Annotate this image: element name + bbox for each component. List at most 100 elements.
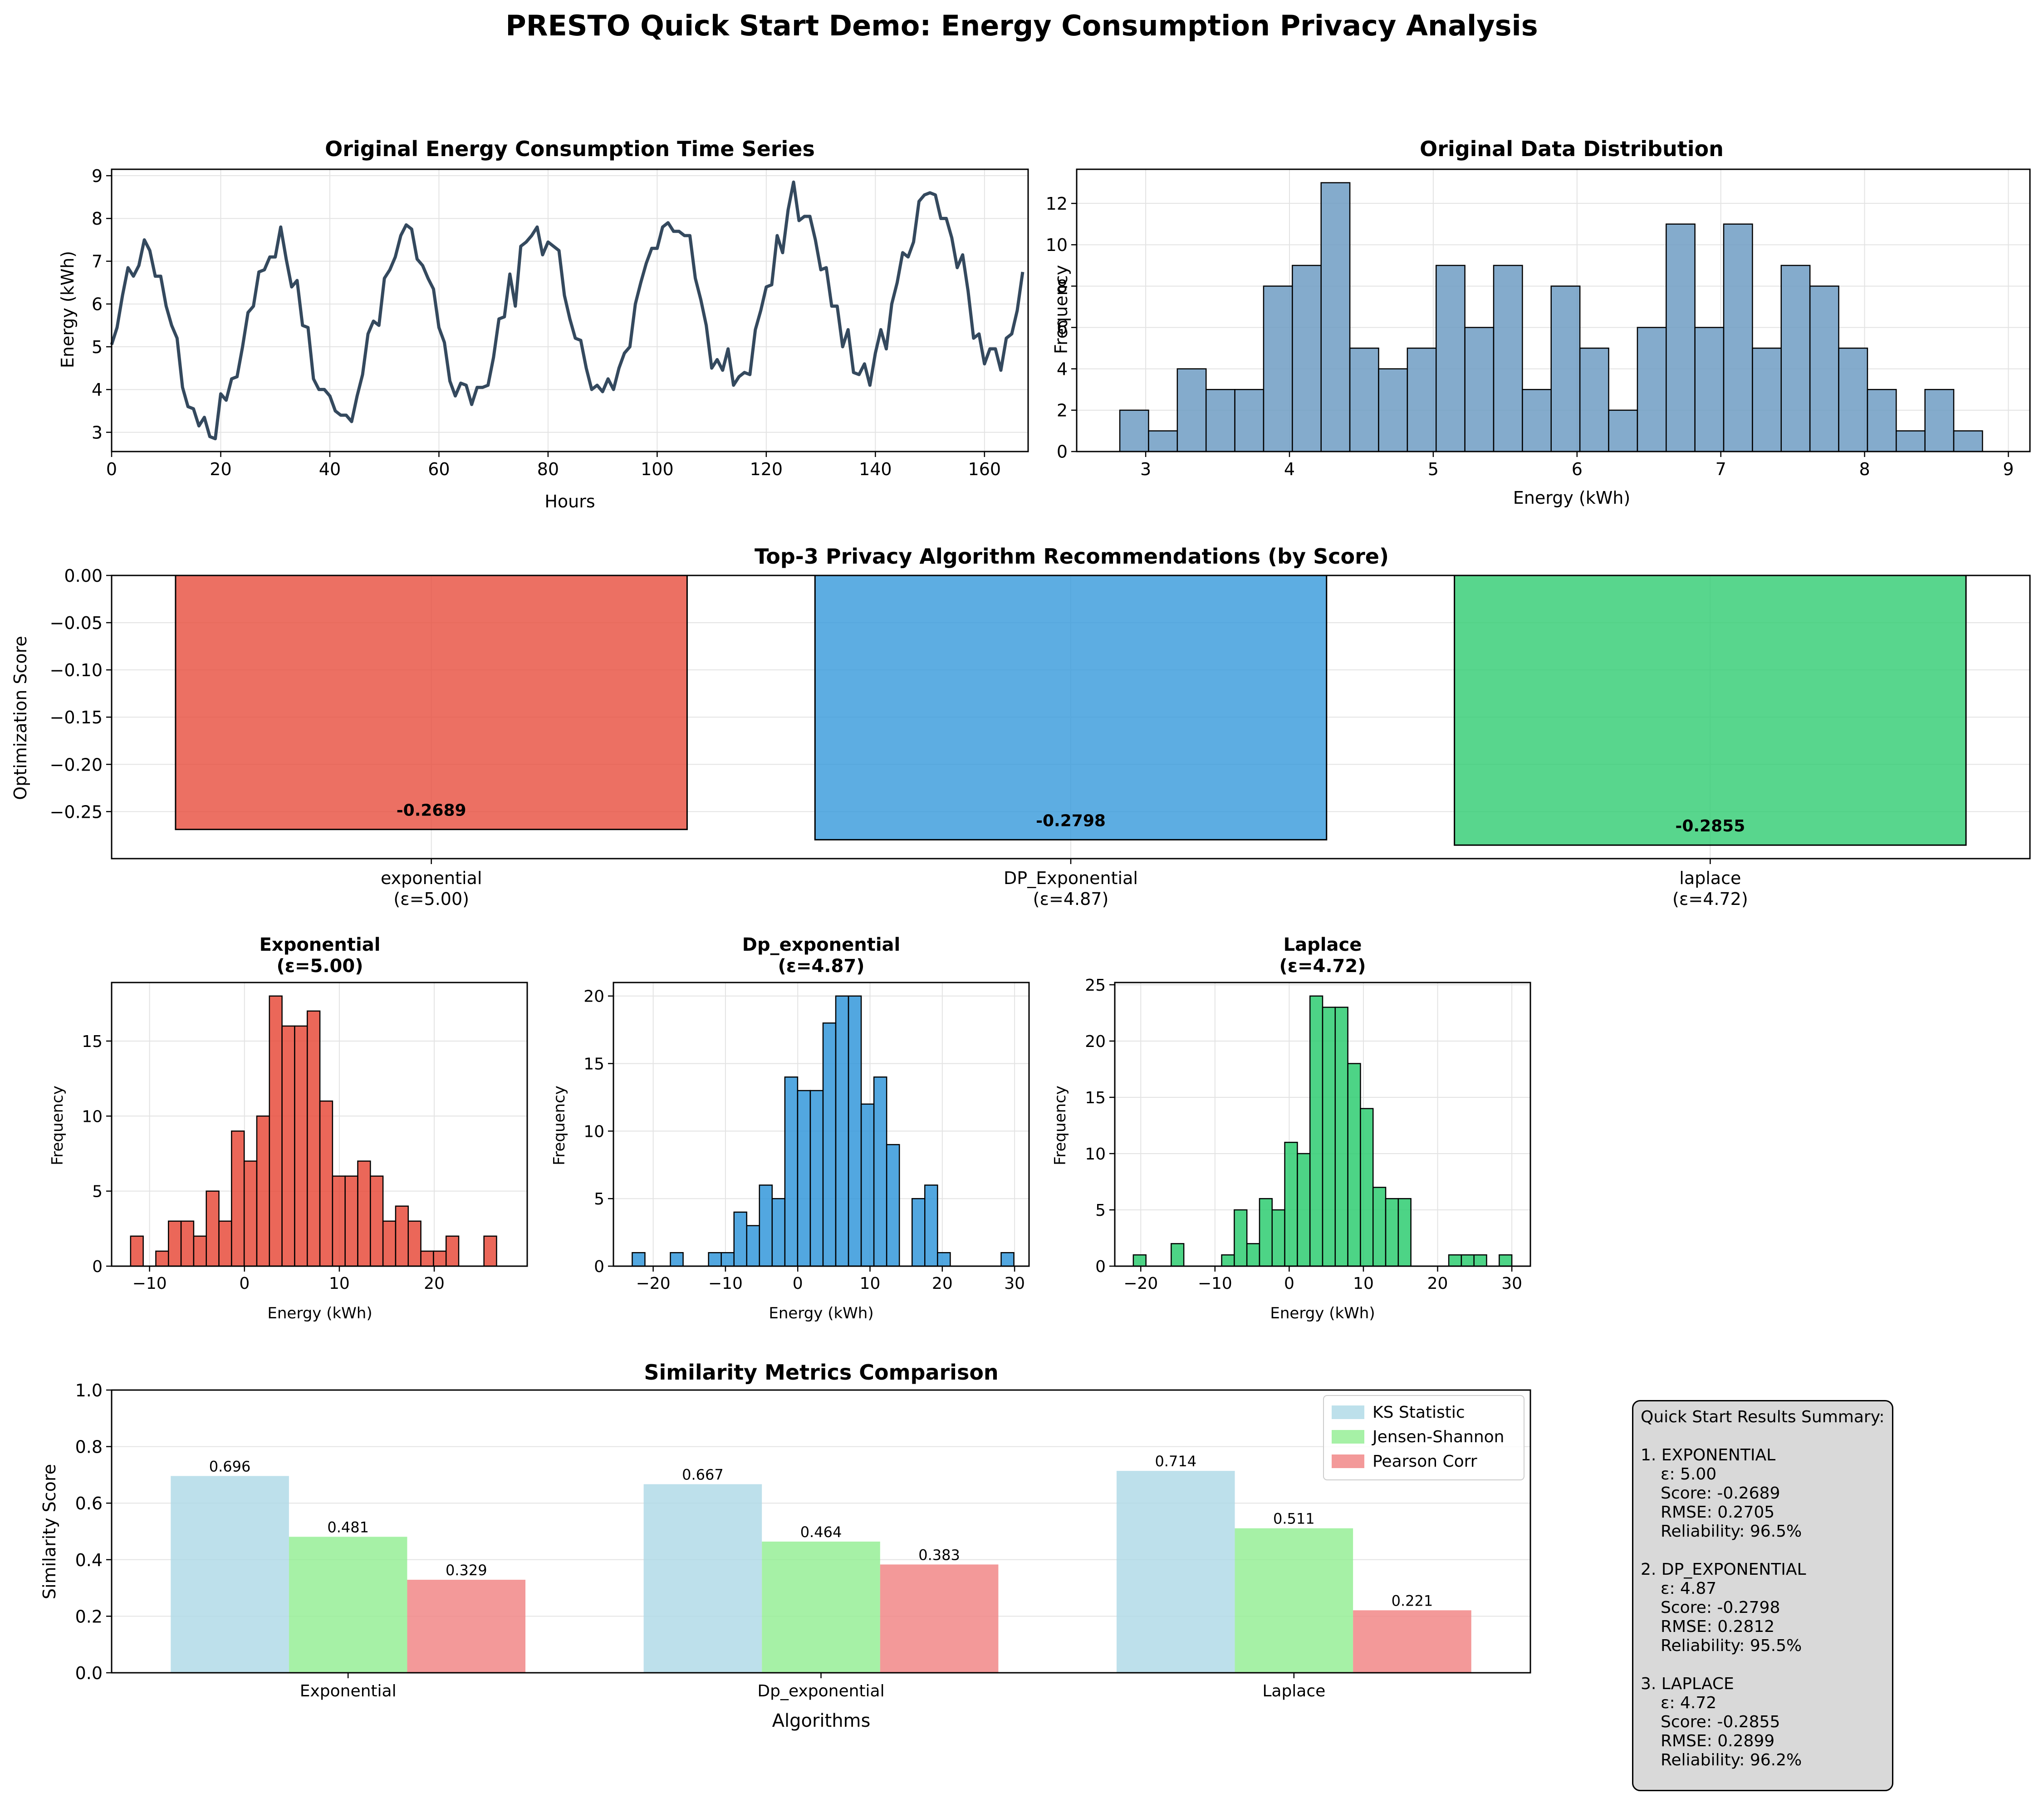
y-tick-label: 4	[1057, 359, 1068, 379]
histogram-bar	[1119, 409, 1149, 452]
algorithm-name-label: laplace	[1679, 868, 1741, 888]
y-tick-label: 5	[92, 1183, 103, 1201]
histogram-bar	[1867, 389, 1897, 452]
histogram-bar	[771, 1198, 786, 1267]
histogram-bar	[835, 995, 849, 1267]
y-tick-label: 10	[1085, 1145, 1106, 1164]
histogram-bar	[937, 1252, 951, 1267]
histogram-bar	[218, 1220, 232, 1267]
y-tick-label: 0.4	[75, 1550, 103, 1570]
histogram-bar	[1666, 223, 1696, 452]
summary-item-rmse: RMSE: 0.2899	[1661, 1732, 1775, 1750]
legend-swatch	[1332, 1430, 1364, 1444]
histogram-bar	[206, 1190, 220, 1267]
y-tick-label: 0.00	[64, 566, 103, 586]
score-bar	[1454, 575, 1967, 846]
similarity-plot-area: 0.0 0.2 0.4 0.6 0.8 1.0 0.696 0.481 0.329 Exponen…	[75, 1381, 1531, 1700]
x-tick-label: 5	[1428, 459, 1439, 479]
summary-item-3: 3. LAPLACE ε: 4.72 Score: -0.2855 RMSE: …	[1641, 1675, 1885, 1770]
metric-value-label: 0.329	[446, 1562, 487, 1579]
histogram-bar	[924, 1184, 938, 1267]
hist-dp-exponential-chart: Dp_exponential (ε=4.87) Frequency Energy…	[550, 934, 1030, 1322]
histogram-bar	[1297, 1153, 1311, 1267]
histogram-bar	[1435, 265, 1466, 452]
original-hist-ylabel: Frequency	[1051, 265, 1071, 354]
y-tick-label: 4	[92, 380, 103, 400]
histogram-bar	[1397, 1198, 1412, 1267]
histogram-bar	[733, 1211, 748, 1267]
original-hist-title: Original Data Distribution	[1420, 137, 1724, 161]
histogram-bar	[1694, 327, 1725, 452]
summary-item-epsilon: ε: 4.87	[1661, 1579, 1717, 1598]
histogram-bar	[1723, 223, 1753, 452]
y-tick-label: 0	[1057, 442, 1068, 462]
histogram-bar	[1360, 1108, 1374, 1267]
histogram-bar	[1334, 1007, 1348, 1267]
y-tick-label: 0	[1095, 1258, 1106, 1276]
histogram-bar	[1259, 1198, 1273, 1267]
metric-value-label: 0.667	[682, 1466, 724, 1483]
axes-frame	[1076, 168, 2031, 452]
histogram-bar	[1320, 182, 1351, 452]
x-tick-label: 20	[1427, 1274, 1448, 1293]
axes-frame	[613, 982, 1030, 1267]
histogram-bar	[1234, 1209, 1248, 1267]
algorithm-label: Laplace	[1262, 1682, 1325, 1700]
summary-item-heading: 3. LAPLACE	[1641, 1675, 1734, 1693]
histogram-bar	[1309, 995, 1323, 1267]
histogram-bar	[1461, 1254, 1475, 1267]
hist-exponential-chart: Exponential (ε=5.00) Frequency Energy (k…	[49, 934, 528, 1322]
algorithm-epsilon-label: (ε=4.72)	[1672, 889, 1748, 909]
summary-item-heading: 2. DP_EXPONENTIAL	[1641, 1560, 1806, 1579]
y-tick-label: 7	[92, 251, 103, 271]
metric-bar	[762, 1541, 880, 1673]
metric-value-label: 0.481	[327, 1518, 369, 1536]
algorithm-name-label: exponential	[381, 868, 482, 888]
similarity-xlabel: Algorithms	[772, 1710, 871, 1731]
summary-item-score: Score: -0.2855	[1661, 1713, 1780, 1731]
algorithm-name-label: DP_Exponential	[1004, 868, 1138, 888]
y-tick-label: −0.05	[50, 613, 103, 633]
hist-laplace-subtitle: (ε=4.72)	[1279, 956, 1366, 977]
y-tick-label: −0.15	[50, 708, 103, 727]
histogram-bar	[1407, 347, 1437, 452]
summary-item-reliability: Reliability: 96.5%	[1661, 1522, 1802, 1541]
hist-dp-exponential-subtitle: (ε=4.87)	[778, 956, 864, 977]
score-value-label: -0.2689	[397, 801, 466, 820]
histogram-bar	[1448, 1254, 1462, 1267]
score-bar	[814, 575, 1328, 840]
histogram-bar	[1780, 265, 1811, 452]
histogram-bar	[1522, 389, 1552, 452]
histogram-bar	[1205, 389, 1235, 452]
hist-exponential-subtitle: (ε=5.00)	[276, 956, 363, 977]
metric-bar	[1235, 1528, 1353, 1673]
recommendations-ylabel: Optimization Score	[10, 636, 30, 800]
timeseries-title: Original Energy Consumption Time Series	[325, 137, 815, 161]
y-tick-label: −0.25	[50, 802, 103, 822]
similarity-ylabel: Similarity Score	[39, 1464, 59, 1599]
legend-swatch	[1332, 1454, 1364, 1468]
x-tick-label: −10	[132, 1274, 167, 1293]
y-tick-label: 5	[92, 337, 103, 357]
hist-laplace-title: Laplace	[1284, 934, 1362, 955]
metric-value-label: 0.464	[800, 1523, 842, 1541]
summary-item-rmse: RMSE: 0.2705	[1661, 1503, 1775, 1522]
x-tick-label: −20	[1123, 1274, 1158, 1293]
histogram-bar	[1608, 409, 1638, 452]
x-tick-label: 0	[793, 1274, 803, 1293]
histogram-bar	[1132, 1254, 1147, 1267]
histogram-bar	[1464, 327, 1495, 452]
summary-item-score: Score: -0.2798	[1661, 1598, 1780, 1617]
hist-exponential-xlabel: Energy (kWh)	[267, 1304, 372, 1322]
histogram-bar	[332, 1175, 346, 1267]
y-tick-label: 0.6	[75, 1494, 103, 1513]
histogram-bar	[1550, 285, 1581, 452]
metric-value-label: 0.383	[918, 1546, 960, 1563]
summary-item-epsilon: ε: 4.72	[1661, 1694, 1717, 1712]
x-tick-label: 6	[1572, 459, 1583, 479]
histogram-bar	[721, 1252, 735, 1267]
metric-bar	[289, 1537, 407, 1673]
y-tick-label: 5	[1095, 1201, 1106, 1220]
y-tick-label: 6	[1057, 318, 1068, 338]
histogram-bar	[1234, 389, 1265, 452]
